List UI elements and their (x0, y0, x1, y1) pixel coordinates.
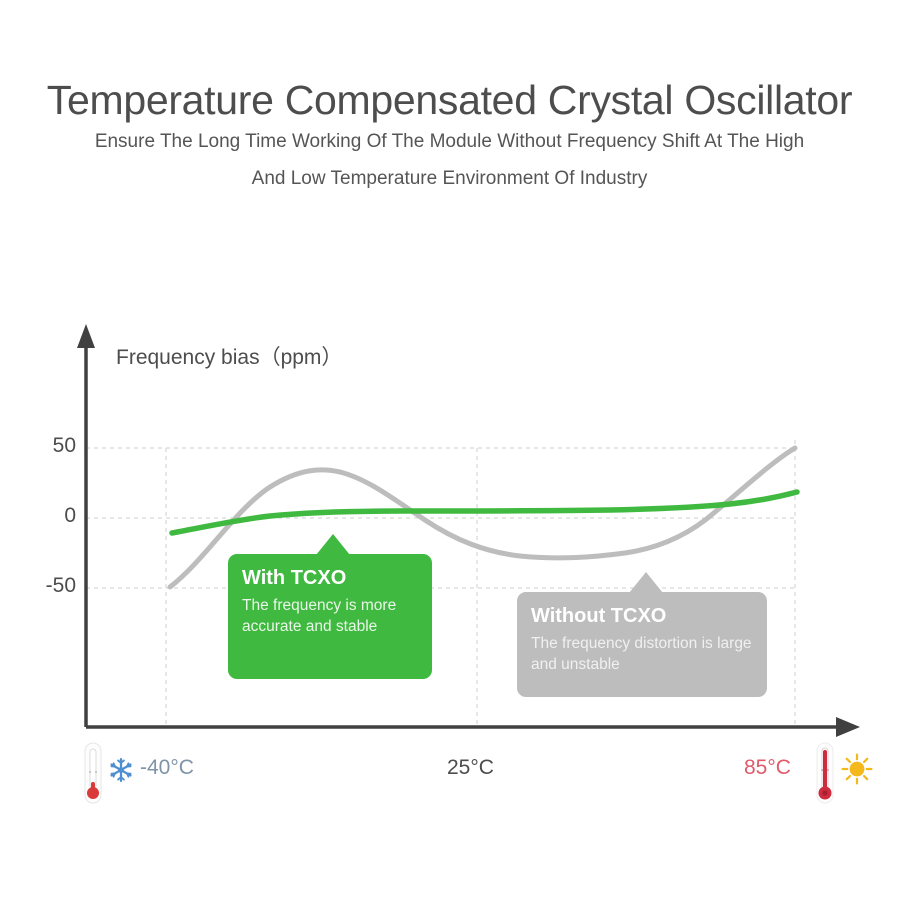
x-axis-arrow (836, 717, 860, 737)
horizontal-gridlines (86, 447, 795, 589)
page-subtitle-line-2: And Low Temperature Environment Of Indus… (251, 168, 648, 190)
page-title: Temperature Compensated Crystal Oscillat… (46, 77, 853, 123)
with-tcxo-callout-title: With TCXO (242, 567, 347, 589)
thermometer-hot-icon (816, 742, 834, 804)
without-tcxo-callout-title: Without TCXO (531, 605, 667, 627)
y-tick-label-minus-50: -50 (45, 574, 76, 597)
x-axis (86, 717, 860, 737)
vertical-gridlines (165, 440, 796, 727)
page-subtitle: Ensure The Long Time Working Of The Modu… (0, 123, 899, 197)
without-tcxo-callout[interactable]: Without TCXO The frequency distortion is… (517, 592, 767, 697)
y-tick-label-50: 50 (52, 434, 76, 457)
y-axis (77, 324, 95, 727)
snowflake-icon (110, 758, 132, 782)
series-with-tcxo-line (169, 489, 800, 536)
without-tcxo-callout-pointer (629, 572, 663, 593)
with-tcxo-callout-pointer (316, 534, 350, 555)
header: Temperature Compensated Crystal Oscillat… (0, 77, 899, 197)
y-tick-label-0: 0 (64, 504, 76, 527)
x-tick-label-85: 85°C (744, 756, 791, 779)
page-subtitle-line-1: Ensure The Long Time Working Of The Modu… (94, 131, 805, 153)
x-tick-label-minus-40: -40°C (140, 756, 194, 779)
with-tcxo-callout[interactable]: With TCXO The frequency is more accurate… (228, 554, 432, 679)
without-tcxo-callout-body: The frequency distortion is large and un… (531, 635, 752, 673)
y-axis-caption: Frequency bias（ppm） (116, 346, 343, 369)
sun-icon (841, 753, 873, 785)
with-tcxo-callout-body: The frequency is more accurate and stabl… (242, 597, 397, 635)
series-without-tcxo-line (167, 445, 798, 590)
y-axis-arrow (77, 324, 95, 348)
x-tick-label-25: 25°C (447, 756, 494, 779)
thermometer-cold-icon (84, 742, 102, 804)
